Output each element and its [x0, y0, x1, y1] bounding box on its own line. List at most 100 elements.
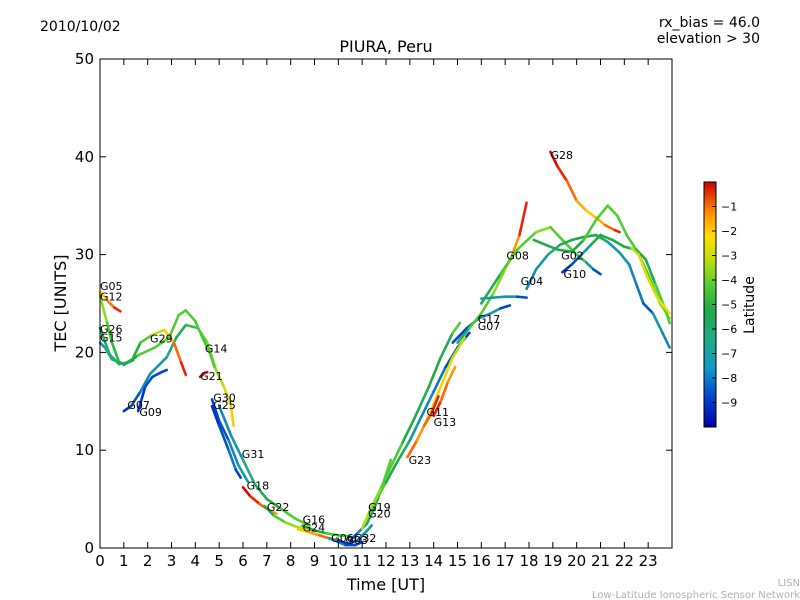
- series-segment: [227, 448, 238, 472]
- footer-network: Low-Latitude Ionospheric Sensor Network: [592, 590, 800, 600]
- series-segment: [589, 233, 602, 247]
- series-g28: [549, 150, 621, 234]
- series-segment: [301, 524, 316, 532]
- series-segment: [184, 323, 200, 330]
- x-tick-label: 12: [376, 552, 395, 570]
- series-segment: [363, 524, 374, 535]
- series-segment: [515, 230, 538, 252]
- series-segment: [113, 306, 122, 313]
- colorbar-tick-label: −7: [721, 348, 737, 361]
- satellite-label: G23: [409, 454, 432, 467]
- series-segment: [98, 326, 111, 356]
- series-segment: [580, 243, 593, 256]
- series-segment: [575, 253, 588, 264]
- series-g23: [406, 336, 466, 459]
- series-segment: [167, 313, 180, 340]
- series-g05: [98, 290, 122, 313]
- series-segment: [401, 416, 416, 444]
- x-tick-label: 11: [353, 552, 372, 570]
- x-axis: 0 1 2 3 4 5 6 7 8 9 10 11 12 13 14 15 16 17 18 19 20 21 22 23: [95, 59, 658, 570]
- series-segment: [174, 323, 188, 340]
- y-tick-label: 20: [75, 343, 94, 361]
- series-segment: [110, 341, 121, 364]
- series-segment: [618, 251, 631, 266]
- satellite-label: G18: [247, 479, 270, 492]
- series-segment: [194, 319, 204, 340]
- satellite-label: G07: [478, 320, 501, 333]
- series-segment: [222, 385, 233, 408]
- series-unlabeled-32: [630, 246, 671, 315]
- series-segment: [570, 253, 583, 266]
- series-segment: [263, 504, 276, 518]
- series-segment: [651, 311, 664, 335]
- satellite-label: G30: [213, 391, 236, 404]
- series-segment: [451, 326, 469, 344]
- series-segment: [294, 517, 312, 527]
- series-segment: [296, 528, 312, 534]
- satellite-label: G25: [213, 399, 236, 412]
- satellite-label: G28: [550, 149, 573, 162]
- footer-lisn: LISN: [778, 578, 800, 589]
- series-segment: [103, 346, 114, 361]
- series-segment: [105, 321, 114, 344]
- series-segment: [627, 263, 638, 286]
- series-segment: [446, 365, 457, 384]
- series-g09: [136, 368, 169, 413]
- series-segment: [613, 228, 621, 234]
- y-tick-label: 10: [75, 441, 94, 459]
- series-segment: [210, 398, 221, 423]
- series-segment: [534, 225, 552, 234]
- series-segment: [227, 439, 240, 467]
- series-g31: [217, 404, 312, 527]
- series-segment: [136, 346, 157, 357]
- series-segment: [575, 199, 588, 212]
- series-segment: [656, 297, 671, 315]
- series-segment: [594, 204, 609, 222]
- series-segment: [272, 514, 288, 524]
- x-tick-label: 9: [310, 552, 320, 570]
- series-segment: [179, 360, 188, 377]
- series-segment: [98, 294, 109, 325]
- series-segment: [122, 354, 140, 367]
- y-tick-label: 0: [84, 539, 94, 557]
- series-segment: [406, 439, 419, 459]
- series-segment: [420, 390, 435, 418]
- series-segment: [558, 238, 574, 247]
- series-segment: [394, 439, 412, 467]
- series-segment: [353, 540, 364, 547]
- series-segment: [294, 525, 307, 530]
- series-segment: [451, 321, 462, 335]
- plot-background: [100, 59, 672, 548]
- satellite-label: G16: [303, 514, 326, 527]
- series-segment: [132, 341, 142, 359]
- series-segment: [611, 238, 626, 249]
- series-segment: [368, 486, 383, 514]
- satellite-label: G20: [368, 508, 391, 521]
- series-segment: [646, 277, 660, 300]
- colorbar-label: Latitude: [742, 276, 758, 334]
- series-segment: [177, 309, 188, 317]
- x-axis-label: Time [UT]: [346, 575, 425, 594]
- series-segment: [234, 468, 242, 479]
- x-tick-label: 15: [448, 552, 467, 570]
- series-segment: [429, 395, 440, 416]
- series-segment: [477, 311, 493, 320]
- series-segment: [432, 365, 447, 393]
- y-axis-label: TEC [UNITS]: [51, 255, 70, 353]
- series-segment: [217, 404, 233, 437]
- x-tick-label: 4: [191, 552, 201, 570]
- series-segment: [663, 307, 671, 325]
- series-segment: [634, 282, 645, 305]
- series-segment: [427, 355, 443, 388]
- x-tick-label: 13: [400, 552, 419, 570]
- colorbar-tick-label: −2: [721, 225, 737, 238]
- colorbar-tick-label: −9: [721, 397, 737, 410]
- satellite-label: G32: [354, 532, 377, 545]
- series-segment: [122, 404, 133, 413]
- x-tick-label: 6: [238, 552, 248, 570]
- x-tick-label: 10: [329, 552, 348, 570]
- series-segment: [248, 494, 261, 506]
- series-segment: [546, 243, 562, 256]
